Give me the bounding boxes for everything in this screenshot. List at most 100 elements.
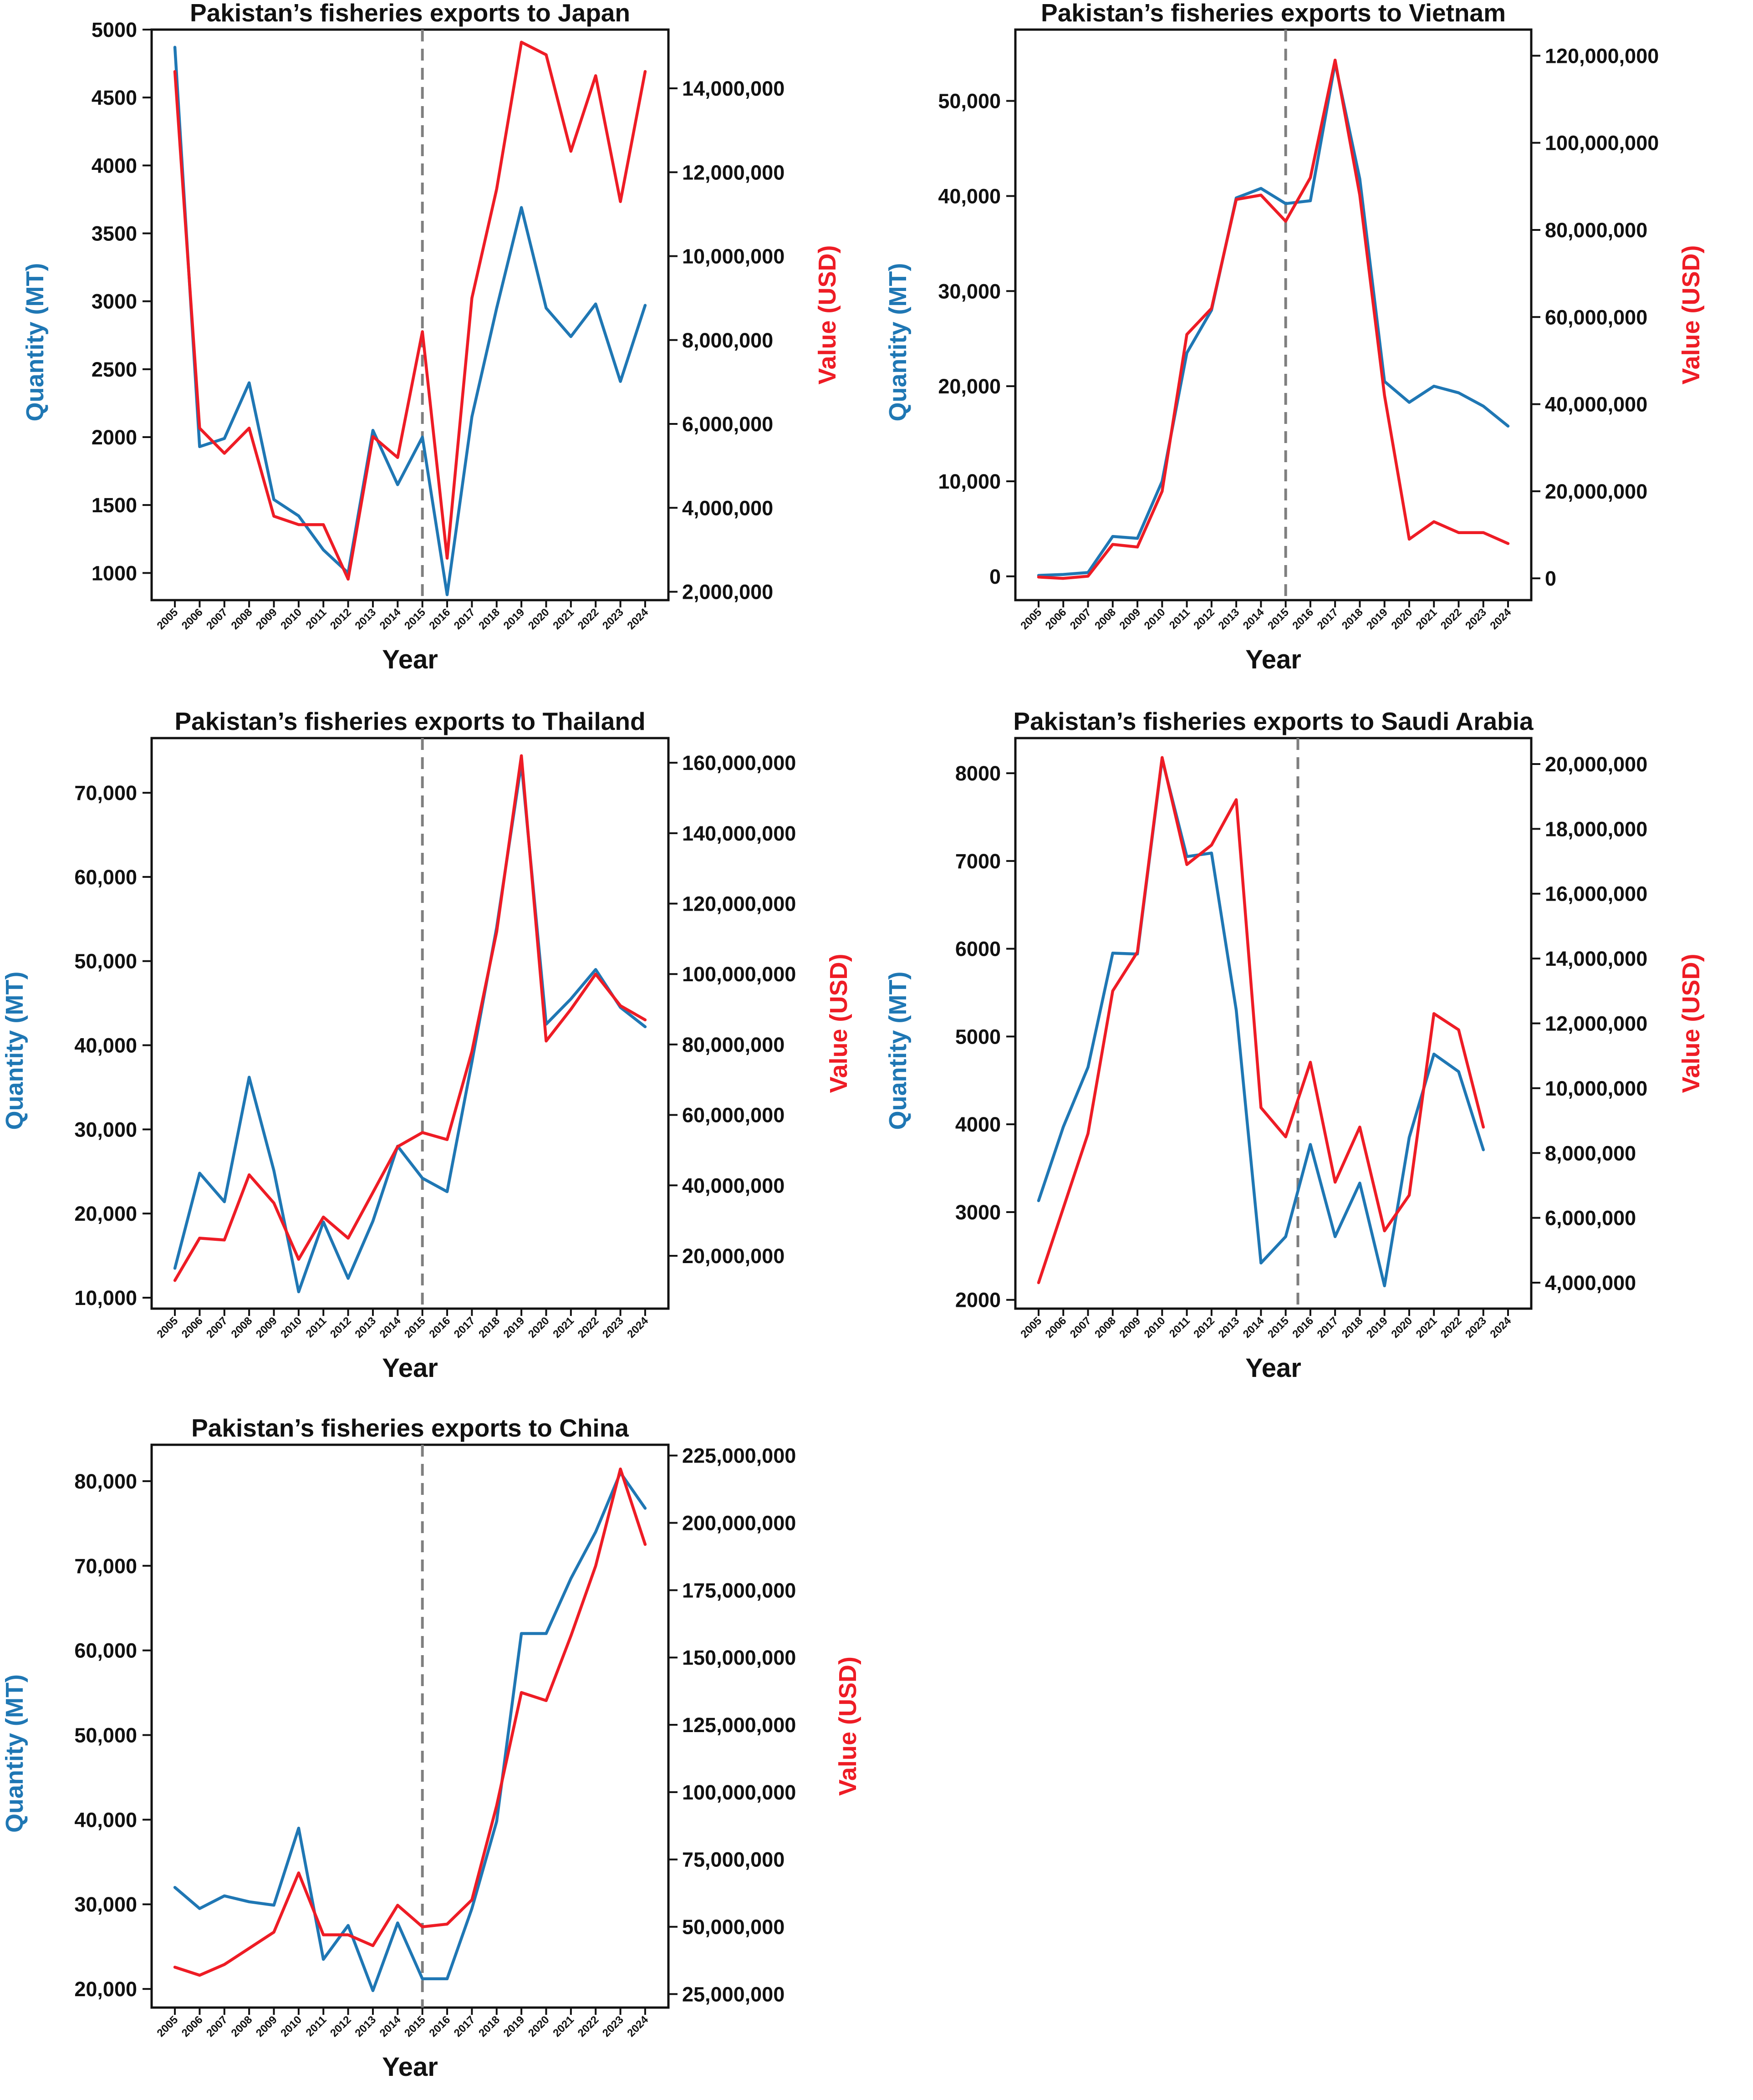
y-right-tick-label: 20,000,000 xyxy=(682,1244,785,1268)
value-series-line xyxy=(173,41,647,581)
y-left-tick-label: 4500 xyxy=(92,86,137,109)
y-right-tick-label: 80,000,000 xyxy=(1545,219,1647,242)
x-axis-label: Year xyxy=(382,645,438,674)
y-right-tick-label: 120,000,000 xyxy=(1545,44,1659,67)
y-left-tick-label: 3000 xyxy=(955,1201,1001,1224)
y-left-tick-label: 1500 xyxy=(92,494,137,517)
y-left-tick-label: 10,000 xyxy=(938,470,1001,493)
y-right-tick-label: 6,000,000 xyxy=(1545,1207,1636,1230)
x-axis-label: Year xyxy=(382,2052,438,2082)
y-right-tick-label: 16,000,000 xyxy=(1545,882,1647,906)
y-left-axis-label: Quantity (MT) xyxy=(21,263,49,422)
y-right-tick-label: 18,000,000 xyxy=(1545,817,1647,841)
y-right-tick-label: 4,000,000 xyxy=(1545,1271,1636,1295)
y-left-tick-label: 0 xyxy=(989,565,1001,588)
y-left-tick-label: 50,000 xyxy=(74,950,137,973)
y-right-tick-label: 175,000,000 xyxy=(682,1579,796,1602)
y-right-tick-label: 60,000,000 xyxy=(682,1104,785,1127)
value-series-line xyxy=(1037,756,1485,1284)
y-right-tick-label: 8,000,000 xyxy=(682,329,773,352)
y-right-tick-label: 140,000,000 xyxy=(682,822,796,845)
x-axis-label: Year xyxy=(1245,645,1301,674)
y-right-tick-label: 14,000,000 xyxy=(682,77,785,100)
y-left-tick-label: 8000 xyxy=(955,762,1001,785)
y-left-tick-label: 60,000 xyxy=(74,866,137,889)
y-right-tick-label: 6,000,000 xyxy=(682,413,773,436)
plot-frame xyxy=(150,28,670,601)
y-left-tick-label: 30,000 xyxy=(74,1893,137,1916)
y-left-axis-label: Quantity (MT) xyxy=(1,972,28,1130)
y-left-tick-label: 30,000 xyxy=(938,280,1001,303)
chart-china: Pakistan’s fisheries exports to China 20,… xyxy=(1,1414,861,2082)
chart-title: Pakistan’s fisheries exports to Thailand xyxy=(174,707,645,735)
y-left-tick-label: 2000 xyxy=(92,426,137,449)
chart-title: Pakistan’s fisheries exports to Japan xyxy=(190,0,630,27)
y-right-tick-label: 125,000,000 xyxy=(682,1713,796,1737)
y-left-axis-label: Quantity (MT) xyxy=(1,1674,28,1833)
y-left-axis-label: Quantity (MT) xyxy=(884,263,912,422)
y-right-tick-label: 150,000,000 xyxy=(682,1646,796,1669)
plot-frame xyxy=(150,737,670,1310)
y-left-tick-label: 10,000 xyxy=(74,1286,137,1310)
y-left-tick-label: 4000 xyxy=(955,1113,1001,1136)
value-series-line xyxy=(173,1467,647,1977)
y-right-tick-label: 120,000,000 xyxy=(682,892,796,916)
y-left-tick-label: 50,000 xyxy=(74,1724,137,1747)
quantity-series-line xyxy=(173,46,647,596)
value-series-line xyxy=(173,754,647,1282)
chart-title: Pakistan’s fisheries exports to Saudi Ar… xyxy=(1013,707,1534,735)
y-left-tick-label: 70,000 xyxy=(74,781,137,805)
y-left-tick-label: 20,000 xyxy=(74,1202,137,1225)
y-right-tick-label: 50,000,000 xyxy=(682,1916,785,1939)
y-right-tick-label: 20,000,000 xyxy=(1545,753,1647,776)
y-right-tick-label: 20,000,000 xyxy=(1545,480,1647,503)
chart-vietnam: Pakistan’s fisheries exports to Vietnam 0… xyxy=(884,0,1705,674)
y-left-tick-label: 3500 xyxy=(92,222,137,245)
y-right-tick-label: 10,000,000 xyxy=(682,245,785,268)
y-left-tick-label: 60,000 xyxy=(74,1639,137,1662)
y-right-tick-label: 2,000,000 xyxy=(682,581,773,604)
y-right-tick-label: 14,000,000 xyxy=(1545,947,1647,970)
y-left-tick-label: 40,000 xyxy=(74,1034,137,1057)
quantity-series-line xyxy=(1037,758,1485,1288)
y-right-tick-label: 10,000,000 xyxy=(1545,1077,1647,1100)
y-right-tick-label: 12,000,000 xyxy=(682,161,785,184)
y-right-tick-label: 8,000,000 xyxy=(1545,1142,1636,1165)
y-right-tick-label: 100,000,000 xyxy=(682,963,796,986)
value-series-line xyxy=(1037,58,1510,580)
plot-frame xyxy=(150,1443,670,2009)
y-right-tick-label: 40,000,000 xyxy=(1545,393,1647,416)
y-right-tick-label: 100,000,000 xyxy=(1545,132,1659,155)
y-left-tick-label: 20,000 xyxy=(74,1978,137,2001)
x-axis-label: Year xyxy=(1245,1353,1301,1383)
y-right-tick-label: 4,000,000 xyxy=(682,496,773,520)
y-left-tick-label: 20,000 xyxy=(938,375,1001,398)
y-left-tick-label: 7000 xyxy=(955,850,1001,873)
y-left-tick-label: 40,000 xyxy=(74,1808,137,1831)
y-left-tick-label: 5000 xyxy=(955,1025,1001,1048)
quantity-series-line xyxy=(173,762,647,1294)
plot-frame xyxy=(1014,28,1533,601)
y-left-tick-label: 70,000 xyxy=(74,1555,137,1578)
y-left-tick-label: 6000 xyxy=(955,938,1001,961)
y-left-tick-label: 30,000 xyxy=(74,1118,137,1141)
y-left-tick-label: 4000 xyxy=(92,154,137,177)
y-left-tick-label: 3000 xyxy=(92,290,137,313)
y-right-tick-label: 60,000,000 xyxy=(1545,306,1647,329)
y-right-tick-label: 12,000,000 xyxy=(1545,1012,1647,1035)
quantity-series-line xyxy=(1037,61,1510,577)
y-left-tick-label: 2500 xyxy=(92,358,137,381)
y-right-tick-label: 0 xyxy=(1545,567,1556,590)
y-right-tick-label: 225,000,000 xyxy=(682,1444,796,1468)
y-left-tick-label: 50,000 xyxy=(938,90,1001,113)
y-right-axis-label: Value (USD) xyxy=(1677,953,1705,1093)
y-left-tick-label: 80,000 xyxy=(74,1470,137,1493)
y-right-tick-label: 200,000,000 xyxy=(682,1512,796,1535)
y-right-axis-label: Value (USD) xyxy=(825,953,852,1093)
x-axis-label: Year xyxy=(382,1353,438,1383)
y-right-axis-label: Value (USD) xyxy=(1677,245,1705,384)
chart-title: Pakistan’s fisheries exports to China xyxy=(191,1414,629,1442)
y-right-tick-label: 160,000,000 xyxy=(682,751,796,775)
